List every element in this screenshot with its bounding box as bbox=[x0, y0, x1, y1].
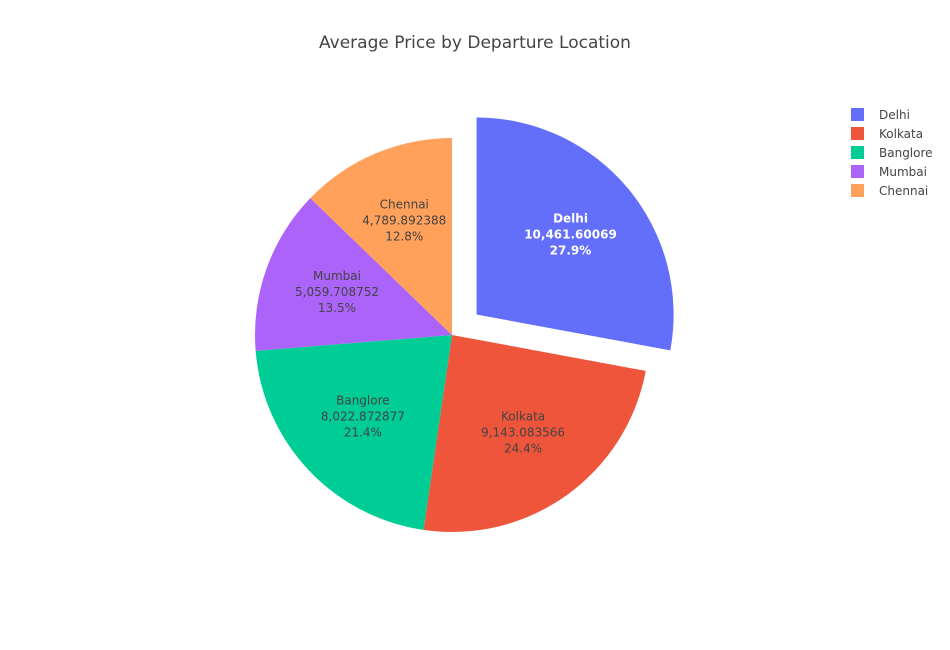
slice-label-name: Banglore bbox=[336, 394, 390, 408]
slice-label-percent: 27.9% bbox=[550, 243, 592, 257]
legend-label: Delhi bbox=[879, 107, 910, 122]
slice-label-value: 4,789.892388 bbox=[362, 214, 446, 228]
pie-slice-delhi[interactable] bbox=[476, 117, 674, 351]
legend-label: Chennai bbox=[879, 183, 929, 198]
slice-label-percent: 21.4% bbox=[344, 426, 382, 440]
pie-slice-banglore[interactable] bbox=[255, 335, 452, 530]
legend-swatch bbox=[851, 146, 864, 159]
legend-swatch bbox=[851, 184, 864, 197]
legend-label: Banglore bbox=[879, 145, 933, 160]
legend-swatch bbox=[851, 108, 864, 121]
legend-label: Mumbai bbox=[879, 164, 927, 179]
pie-slices bbox=[254, 117, 674, 532]
slice-label-name: Mumbai bbox=[313, 269, 361, 283]
slice-label-percent: 24.4% bbox=[504, 441, 542, 455]
legend-swatch bbox=[851, 165, 864, 178]
slice-label-value: 9,143.083566 bbox=[481, 425, 565, 439]
slice-label-name: Delhi bbox=[553, 211, 588, 225]
pie-slice-chennai[interactable] bbox=[310, 138, 452, 335]
legend-item-mumbai[interactable]: Mumbai bbox=[851, 162, 933, 181]
legend-item-chennai[interactable]: Chennai bbox=[851, 181, 933, 200]
slice-label-name: Chennai bbox=[380, 198, 429, 212]
pie-slice-kolkata[interactable] bbox=[423, 335, 646, 532]
legend-item-delhi[interactable]: Delhi bbox=[851, 105, 933, 124]
slice-label-kolkata: Kolkata 9,143.083566 24.4% bbox=[481, 409, 565, 455]
slice-label-chennai: Chennai 4,789.892388 12.8% bbox=[362, 198, 446, 244]
slice-label-mumbai: Mumbai 5,059.708752 13.5% bbox=[295, 269, 379, 315]
slice-label-name: Kolkata bbox=[501, 409, 545, 423]
legend: Delhi Kolkata Banglore Mumbai Chennai bbox=[851, 105, 933, 200]
pie-labels: Delhi 10,461.60069 27.9% Kolkata 9,143.08356… bbox=[295, 198, 617, 456]
slice-label-value: 5,059.708752 bbox=[295, 285, 379, 299]
legend-swatch bbox=[851, 127, 864, 140]
legend-item-kolkata[interactable]: Kolkata bbox=[851, 124, 933, 143]
pie-slice-mumbai[interactable] bbox=[254, 198, 452, 351]
legend-item-banglore[interactable]: Banglore bbox=[851, 143, 933, 162]
slice-label-value: 8,022.872877 bbox=[321, 410, 405, 424]
slice-label-banglore: Banglore 8,022.872877 21.4% bbox=[321, 394, 405, 440]
chart-title: Average Price by Departure Location bbox=[319, 33, 631, 53]
legend-label: Kolkata bbox=[879, 126, 924, 141]
slice-label-percent: 13.5% bbox=[318, 301, 356, 315]
slice-label-value: 10,461.60069 bbox=[524, 227, 617, 241]
slice-label-percent: 12.8% bbox=[385, 230, 423, 244]
slice-label-delhi: Delhi 10,461.60069 27.9% bbox=[524, 211, 617, 257]
